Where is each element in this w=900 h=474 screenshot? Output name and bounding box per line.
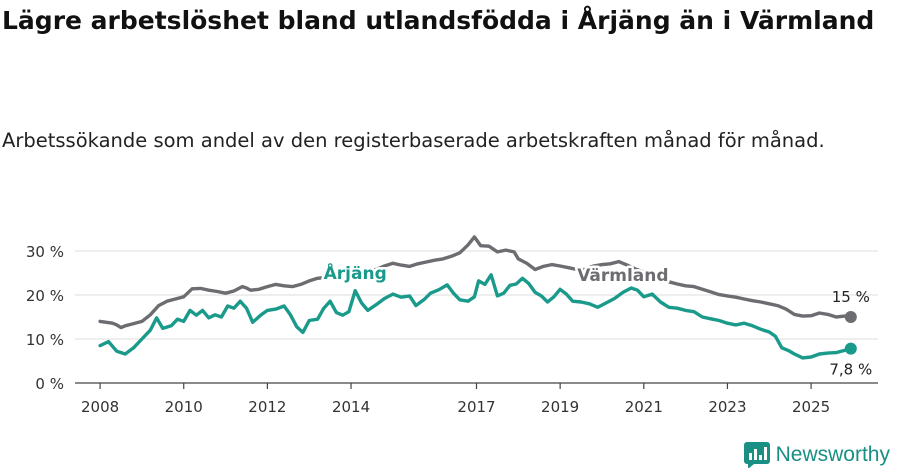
series-line-varmland [98, 235, 853, 330]
newsworthy-logo-icon [743, 442, 770, 468]
series-line-arjang [98, 273, 853, 360]
brand-name: Newsworthy [775, 443, 890, 466]
chart-title: Lägre arbetslöshet bland utlandsfödda i … [2, 6, 875, 35]
end-label-varmland: 15 % [832, 288, 870, 306]
x-tick-label: 2012 [248, 398, 286, 416]
chart-subtitle: Arbetssökande som andel av den registerb… [2, 129, 825, 152]
x-tick-label: 2014 [332, 398, 370, 416]
x-tick-label: 2021 [625, 398, 663, 416]
end-marker-arjang [844, 342, 857, 355]
x-tick-label: 2019 [541, 398, 579, 416]
x-tick-label: 2023 [708, 398, 746, 416]
y-tick-label: 10 % [26, 331, 64, 349]
y-tick-label: 30 % [26, 243, 64, 261]
x-tick-label: 2010 [165, 398, 203, 416]
brand-logo: Newsworthy [743, 442, 890, 468]
series-label-varmland: Värmland [577, 266, 668, 286]
series-label-arjang: Årjäng [324, 261, 387, 284]
end-label-arjang: 7,8 % [829, 361, 872, 379]
y-tick-label: 20 % [26, 287, 64, 305]
x-tick-label: 2025 [792, 398, 830, 416]
end-marker-varmland [844, 311, 857, 323]
x-tick-label: 2017 [457, 398, 495, 416]
y-tick-label: 0 % [35, 375, 64, 393]
x-tick-label: 2008 [81, 398, 119, 416]
